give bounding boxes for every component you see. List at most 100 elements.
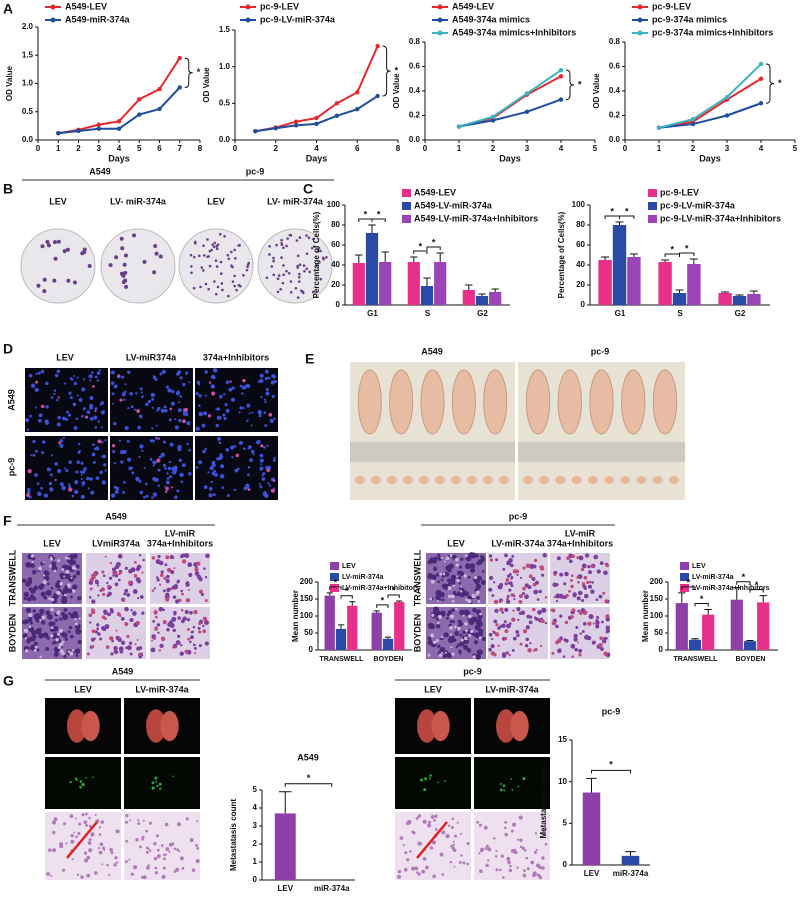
photo-detail xyxy=(269,418,274,423)
photo-detail xyxy=(455,557,459,562)
photo-detail xyxy=(239,406,243,410)
photo-detail xyxy=(562,655,566,658)
photo-detail xyxy=(124,284,129,289)
significance-brace xyxy=(565,69,575,101)
photo-detail xyxy=(434,476,445,484)
photo-detail xyxy=(300,289,303,293)
photo-detail xyxy=(193,610,198,615)
photo-detail xyxy=(509,864,512,868)
photo-detail xyxy=(154,627,159,631)
photo-detail xyxy=(179,395,183,398)
photo-detail xyxy=(177,616,181,620)
photo-detail xyxy=(451,599,455,603)
photo-detail xyxy=(68,557,71,560)
photo-detail xyxy=(73,561,77,565)
photo-detail xyxy=(172,645,176,649)
photo-detail xyxy=(449,634,455,641)
point xyxy=(314,121,319,127)
photo-detail xyxy=(571,476,582,484)
photo-detail xyxy=(57,610,61,614)
column-label: LV-miR xyxy=(165,528,196,538)
photo-detail xyxy=(483,825,488,830)
photo-detail xyxy=(152,620,156,623)
significance-bracket xyxy=(619,215,635,219)
photo-detail xyxy=(118,636,122,640)
photo-detail xyxy=(179,856,184,861)
photo-detail xyxy=(151,556,156,560)
photo-detail xyxy=(464,622,468,626)
photo-detail xyxy=(298,236,302,239)
series-line xyxy=(458,75,562,128)
photo-detail xyxy=(169,555,174,559)
photo-detail xyxy=(156,578,160,582)
photo-detail xyxy=(455,563,459,567)
photo-detail xyxy=(568,559,573,564)
photo-detail xyxy=(69,613,76,619)
photo-detail xyxy=(98,826,101,829)
photo-detail xyxy=(84,415,89,419)
photo-detail xyxy=(214,259,218,262)
photo-detail xyxy=(131,233,136,238)
legend-marker xyxy=(437,30,443,36)
legend-marker xyxy=(50,17,56,23)
photo-detail xyxy=(260,444,264,448)
photo-detail xyxy=(50,586,54,590)
photo-detail xyxy=(449,860,453,864)
photo-detail xyxy=(46,243,51,248)
photo-detail xyxy=(605,628,611,633)
significance-label: * xyxy=(432,237,436,247)
photo-detail xyxy=(217,436,222,441)
x-tick-label: 1 xyxy=(56,144,61,153)
photo-detail xyxy=(104,439,107,442)
photo-detail xyxy=(267,376,271,380)
y-tick-label: 0 xyxy=(336,300,341,309)
photo-detail xyxy=(105,645,110,649)
photo-detail xyxy=(506,596,510,599)
photo-detail xyxy=(437,580,440,584)
photo-detail xyxy=(482,476,493,484)
photo-detail xyxy=(504,629,509,634)
photo-detail xyxy=(102,626,107,632)
photo-detail xyxy=(436,621,440,625)
photo-detail xyxy=(120,617,125,621)
photo-detail xyxy=(72,553,78,559)
photo-detail xyxy=(475,653,481,660)
photo-detail xyxy=(524,594,529,600)
photo-detail xyxy=(444,571,450,577)
photo-detail xyxy=(285,244,288,248)
photo-detail xyxy=(577,580,580,584)
x-tick-label: 0 xyxy=(623,144,628,153)
photo-detail xyxy=(104,555,107,558)
photo-detail xyxy=(32,453,36,457)
legend-swatch xyxy=(680,562,689,570)
column-label: LEV xyxy=(56,352,74,362)
photo-detail xyxy=(280,242,283,245)
photo-detail xyxy=(123,592,127,596)
photo-detail xyxy=(212,493,216,496)
photo-detail xyxy=(59,649,64,654)
photo-detail xyxy=(136,639,139,642)
photo-detail xyxy=(215,292,218,296)
condition-label: LV- miR-374a xyxy=(267,196,324,206)
photo-detail xyxy=(66,583,72,588)
photo-detail xyxy=(62,436,65,440)
legend-swatch xyxy=(680,584,689,592)
photo-detail xyxy=(579,611,583,616)
photo-detail xyxy=(196,847,199,850)
y-tick-label: 0.6 xyxy=(609,62,621,71)
photo-detail xyxy=(270,265,274,268)
photo-detail xyxy=(195,843,199,847)
photo-detail xyxy=(465,598,469,602)
error-bar xyxy=(689,258,698,264)
photo-detail xyxy=(87,841,92,845)
photo-detail xyxy=(49,487,54,492)
photo-detail xyxy=(226,380,230,384)
photo-detail xyxy=(160,570,164,574)
photo-detail xyxy=(587,565,591,569)
photo-detail xyxy=(30,454,33,457)
photo-detail xyxy=(446,613,450,617)
x-tick-label: 3 xyxy=(725,144,730,153)
photo-detail xyxy=(215,247,219,251)
photo-detail xyxy=(138,646,143,650)
photo-detail xyxy=(200,592,204,597)
